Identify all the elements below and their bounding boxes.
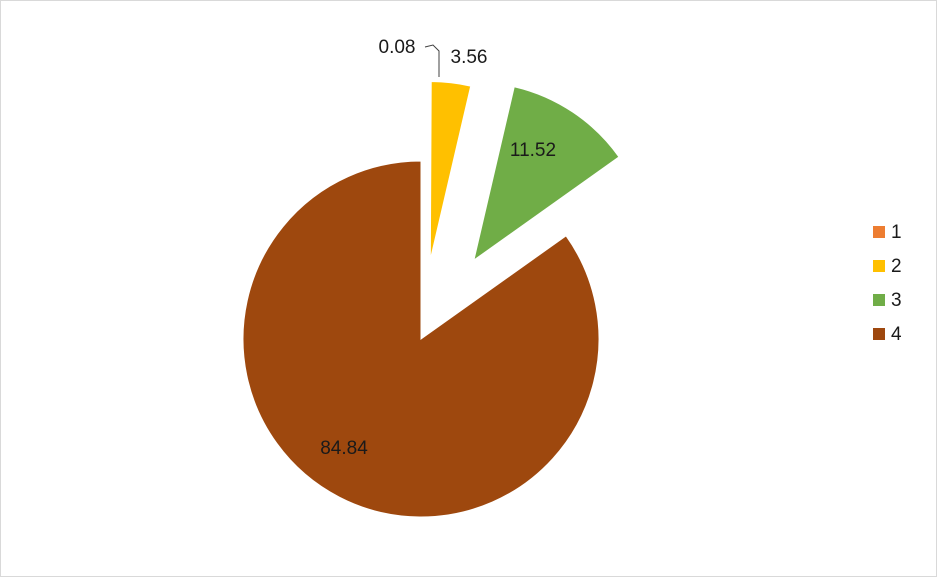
legend-item-4: 4 — [873, 317, 902, 351]
legend-item-1: 1 — [873, 215, 902, 249]
legend: 1 2 3 4 — [873, 215, 902, 351]
legend-swatch-2 — [873, 260, 885, 272]
data-label-2: 3.56 — [451, 47, 488, 68]
pie-slice-3 — [473, 86, 620, 262]
legend-swatch-3 — [873, 294, 885, 306]
legend-label-2: 2 — [891, 255, 902, 277]
legend-label-3: 3 — [891, 289, 902, 311]
pie-slice-4 — [242, 160, 600, 518]
data-label-1: 0.08 — [379, 37, 416, 58]
legend-item-3: 3 — [873, 283, 902, 317]
pie-slice-1 — [420, 80, 423, 260]
legend-label-4: 4 — [891, 323, 902, 345]
legend-item-2: 2 — [873, 249, 902, 283]
data-label-4: 84.84 — [320, 438, 368, 459]
legend-swatch-1 — [873, 226, 885, 238]
pie-slice-2 — [429, 81, 472, 260]
leader-line-1 — [424, 44, 440, 77]
legend-label-1: 1 — [891, 221, 902, 243]
legend-swatch-4 — [873, 328, 885, 340]
data-label-3: 11.52 — [510, 140, 556, 161]
